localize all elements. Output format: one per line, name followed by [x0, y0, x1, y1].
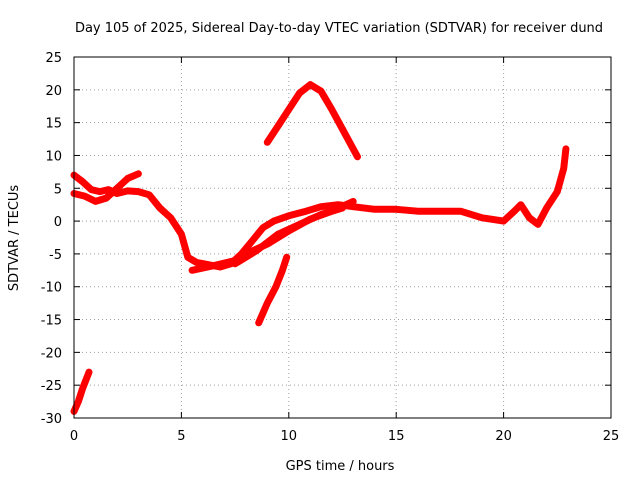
y-tick-label: 10 — [45, 149, 62, 164]
y-tick-label: -10 — [41, 281, 62, 296]
y-tick-label: 0 — [54, 215, 62, 230]
y-tick-label: -25 — [41, 379, 62, 394]
series-low-track — [231, 204, 346, 268]
chart-title: Day 105 of 2025, Sidereal Day-to-day VTE… — [75, 21, 603, 36]
y-axis-label: SDTVAR / TECUs — [7, 185, 22, 292]
series-mid-rise — [255, 253, 291, 327]
x-tick-label: 25 — [603, 429, 620, 444]
series-early-track — [70, 170, 142, 205]
y-tick-label: -5 — [49, 248, 62, 263]
x-tick-label: 10 — [281, 429, 298, 444]
x-tick-label: 5 — [177, 429, 185, 444]
y-tick-label: -20 — [41, 346, 62, 361]
grid-lines — [74, 57, 611, 418]
axis-ticks: 0 5 10 15 20 25 -30 -25 -20 -15 -10 -5 0 5 10 15 20 25 — [41, 51, 620, 444]
series-start-dip — [70, 368, 93, 415]
x-tick-label: 0 — [70, 429, 78, 444]
plot-frame — [73, 56, 612, 419]
y-tick-label: 15 — [45, 117, 62, 132]
series-main-track — [70, 145, 570, 271]
y-tick-label: 20 — [45, 84, 62, 99]
y-tick-label: 25 — [45, 51, 62, 66]
series-upper-arc — [263, 81, 361, 161]
y-tick-label: -30 — [41, 412, 62, 427]
x-axis-label: GPS time / hours — [286, 459, 395, 474]
y-tick-label: 5 — [54, 182, 62, 197]
x-tick-label: 20 — [495, 429, 512, 444]
data-series — [70, 81, 570, 415]
x-tick-label: 15 — [388, 429, 405, 444]
y-tick-label: -15 — [41, 314, 62, 329]
